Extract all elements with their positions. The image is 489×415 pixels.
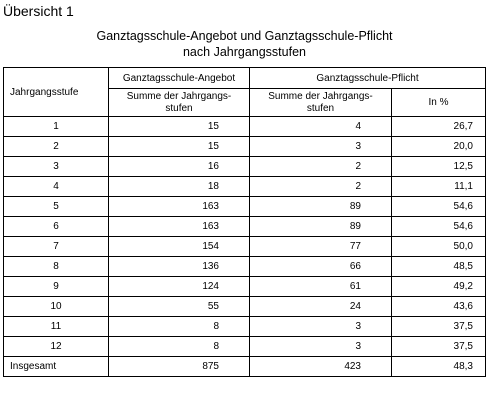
table-row: 1 15 4 26,7 xyxy=(3,116,486,137)
cell-pflicht-summe: 2 xyxy=(249,156,392,177)
cell-angebot-summe: 136 xyxy=(108,256,250,277)
cell-pflicht-summe: 61 xyxy=(249,276,392,297)
cell-angebot-summe: 18 xyxy=(108,176,250,197)
table-row: 9 124 61 49,2 xyxy=(3,276,486,297)
table-row: 12 8 3 37,5 xyxy=(3,336,486,357)
header-group-angebot: Ganztagsschule-Angebot xyxy=(108,67,250,89)
table-row: 6 163 89 54,6 xyxy=(3,216,486,237)
cell-angebot-summe: 15 xyxy=(108,136,250,157)
header-group-pflicht: Ganztagsschule-Pflicht xyxy=(249,67,486,89)
table-row: 4 18 2 11,1 xyxy=(3,176,486,197)
cell-jahrgangsstufe: 11 xyxy=(3,316,109,337)
cell-jahrgangsstufe: 5 xyxy=(3,196,109,217)
header-pflicht-pct: In % xyxy=(391,88,486,117)
cell-jahrgangsstufe: 1 xyxy=(3,116,109,137)
cell-pflicht-pct: 11,1 xyxy=(391,176,486,197)
cell-angebot-summe: 154 xyxy=(108,236,250,257)
cell-jahrgangsstufe: 12 xyxy=(3,336,109,357)
cell-pflicht-summe: 77 xyxy=(249,236,392,257)
cell-jahrgangsstufe: 2 xyxy=(3,136,109,157)
cell-pflicht-summe: 3 xyxy=(249,336,392,357)
cell-jahrgangsstufe: 8 xyxy=(3,256,109,277)
table-row: Insgesamt 875 423 48,3 xyxy=(3,356,486,377)
data-table: Jahrgangsstufe Ganztagsschule-Angebot Ga… xyxy=(3,67,486,377)
cell-pflicht-pct: 37,5 xyxy=(391,316,486,337)
cell-angebot-summe: 8 xyxy=(108,336,250,357)
table-row: 8 136 66 48,5 xyxy=(3,256,486,277)
table-row: 7 154 77 50,0 xyxy=(3,236,486,257)
table-title: Ganztagsschule-Angebot und Ganztagsschul… xyxy=(96,29,393,43)
table-row: 11 8 3 37,5 xyxy=(3,316,486,337)
cell-pflicht-pct: 48,3 xyxy=(391,356,486,377)
cell-pflicht-pct: 48,5 xyxy=(391,256,486,277)
table-row: 3 16 2 12,5 xyxy=(3,156,486,177)
table-row: 2 15 3 20,0 xyxy=(3,136,486,157)
cell-angebot-summe: 55 xyxy=(108,296,250,317)
cell-pflicht-pct: 49,2 xyxy=(391,276,486,297)
cell-angebot-summe: 16 xyxy=(108,156,250,177)
cell-angebot-summe: 8 xyxy=(108,316,250,337)
overview-heading: Übersicht 1 xyxy=(3,3,74,19)
cell-pflicht-pct: 37,5 xyxy=(391,336,486,357)
cell-angebot-summe: 124 xyxy=(108,276,250,297)
cell-pflicht-pct: 26,7 xyxy=(391,116,486,137)
cell-angebot-summe: 163 xyxy=(108,216,250,237)
cell-pflicht-summe: 4 xyxy=(249,116,392,137)
table-row: 10 55 24 43,6 xyxy=(3,296,486,317)
header-pflicht-summe: Summe der Jahrgangs-stufen xyxy=(249,88,392,117)
cell-pflicht-pct: 12,5 xyxy=(391,156,486,177)
cell-jahrgangsstufe: 3 xyxy=(3,156,109,177)
cell-pflicht-summe: 423 xyxy=(249,356,392,377)
cell-pflicht-summe: 24 xyxy=(249,296,392,317)
cell-angebot-summe: 163 xyxy=(108,196,250,217)
cell-pflicht-summe: 3 xyxy=(249,136,392,157)
cell-pflicht-pct: 43,6 xyxy=(391,296,486,317)
cell-jahrgangsstufe: 7 xyxy=(3,236,109,257)
cell-jahrgangsstufe: 4 xyxy=(3,176,109,197)
cell-pflicht-pct: 50,0 xyxy=(391,236,486,257)
cell-jahrgangsstufe: 9 xyxy=(3,276,109,297)
cell-pflicht-summe: 89 xyxy=(249,216,392,237)
table-subtitle: nach Jahrgangsstufen xyxy=(182,45,306,59)
header-jahrgangsstufe: Jahrgangsstufe xyxy=(3,67,109,117)
cell-pflicht-pct: 54,6 xyxy=(391,196,486,217)
cell-pflicht-summe: 3 xyxy=(249,316,392,337)
cell-pflicht-summe: 66 xyxy=(249,256,392,277)
cell-pflicht-summe: 89 xyxy=(249,196,392,217)
cell-pflicht-pct: 54,6 xyxy=(391,216,486,237)
cell-jahrgangsstufe: Insgesamt xyxy=(3,356,109,377)
cell-pflicht-pct: 20,0 xyxy=(391,136,486,157)
cell-angebot-summe: 875 xyxy=(108,356,250,377)
cell-jahrgangsstufe: 10 xyxy=(3,296,109,317)
cell-pflicht-summe: 2 xyxy=(249,176,392,197)
header-angebot-summe: Summe der Jahrgangs-stufen xyxy=(108,88,250,117)
cell-jahrgangsstufe: 6 xyxy=(3,216,109,237)
cell-angebot-summe: 15 xyxy=(108,116,250,137)
table-row: 5 163 89 54,6 xyxy=(3,196,486,217)
